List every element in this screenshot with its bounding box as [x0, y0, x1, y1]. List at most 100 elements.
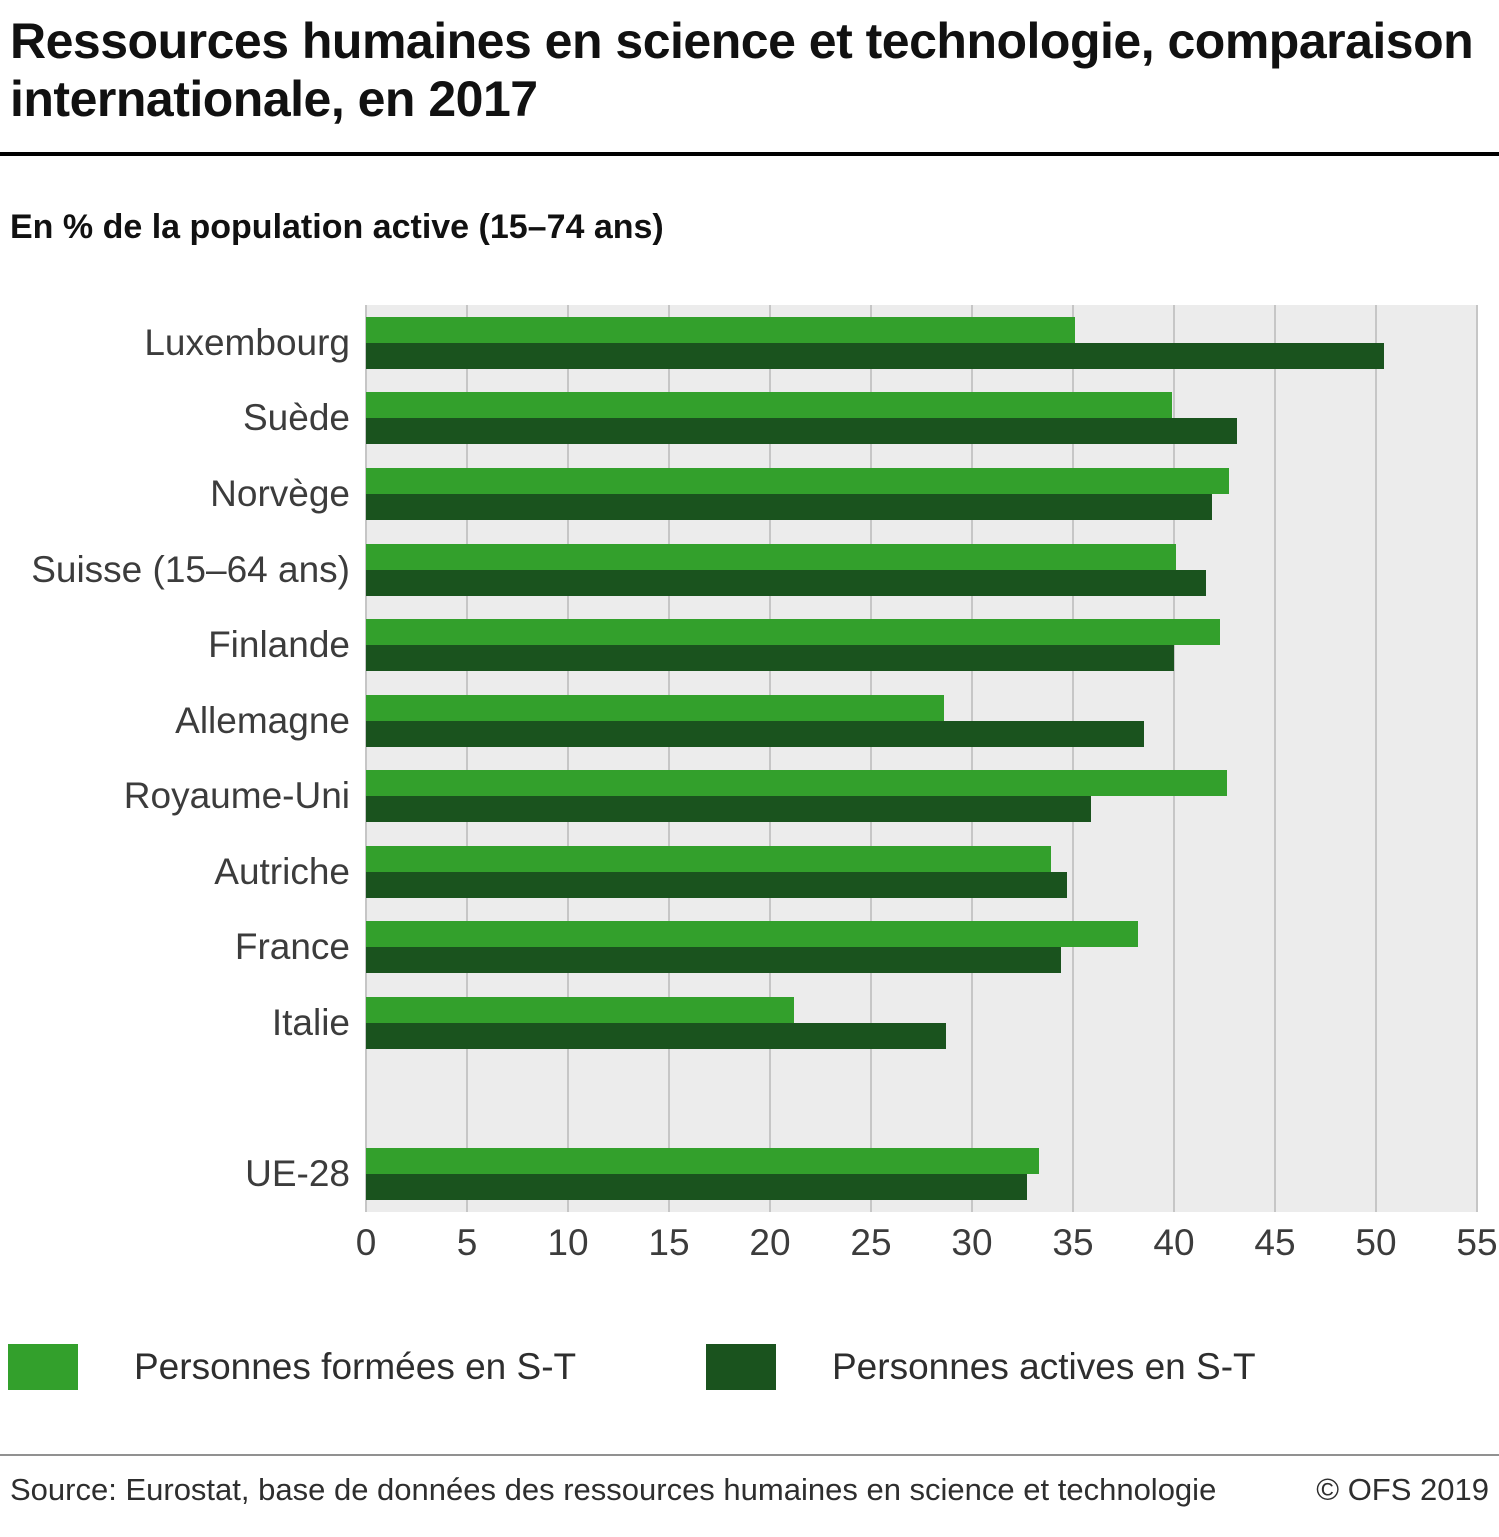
- legend-swatch: [8, 1344, 78, 1390]
- legend-item: Personnes formées en S-T: [8, 1344, 706, 1390]
- bar-chart: Luxembourg Suède Norvège Suisse (15–64 ans)…: [0, 305, 1499, 1270]
- bar-series-0: [366, 316, 1076, 343]
- chart-row: Italie: [0, 985, 1499, 1061]
- bar-group: [366, 619, 1477, 672]
- x-tick-label: 20: [749, 1222, 791, 1263]
- category-label: Suède: [243, 397, 350, 439]
- bar-series-0: [366, 996, 795, 1023]
- category-label: Royaume-Uni: [123, 775, 350, 817]
- bar-series-0: [366, 619, 1221, 646]
- copyright-text: © OFS 2019: [1316, 1472, 1489, 1507]
- legend-label: Personnes actives en S-T: [832, 1346, 1256, 1387]
- gridline: [1173, 305, 1175, 1212]
- x-tick-label: 45: [1254, 1222, 1296, 1263]
- bar-series-1: [366, 418, 1237, 445]
- chart-body: Luxembourg Suède Norvège Suisse (15–64 ans)…: [0, 305, 1499, 1212]
- footer: Source: Eurostat, base de données des re…: [0, 1456, 1499, 1508]
- x-axis: 0 5 10 15 20 25 30 35 40 45 50 55: [356, 1222, 1498, 1270]
- bar-group: [366, 316, 1477, 369]
- bar-series-1: [366, 493, 1213, 520]
- gridline: [668, 305, 670, 1212]
- chart-row: Finlande: [0, 607, 1499, 683]
- footer-divider: [0, 1454, 1499, 1456]
- bar-series-0: [366, 1148, 1039, 1175]
- bar-series-0: [366, 467, 1229, 494]
- legend: Personnes formées en S-T Personnes active…: [0, 1344, 1499, 1390]
- chart-title: Ressources humaines en science et techno…: [10, 13, 1474, 127]
- x-tick-label: 50: [1355, 1222, 1397, 1263]
- gridline: [365, 305, 367, 1212]
- bar-group: [366, 921, 1477, 974]
- bar-series-1: [366, 342, 1385, 369]
- bar-series-0: [366, 392, 1172, 419]
- category-label: Norvège: [210, 472, 350, 514]
- chart-row: Royaume-Uni: [0, 758, 1499, 834]
- category-label: France: [234, 926, 350, 968]
- chart-row: Autriche: [0, 834, 1499, 910]
- category-label: UE-28: [245, 1153, 350, 1195]
- gridline: [1072, 305, 1074, 1212]
- bar-series-1: [366, 720, 1144, 747]
- gridline: [769, 305, 771, 1212]
- bar-group: [366, 845, 1477, 898]
- gridline: [971, 305, 973, 1212]
- gridline: [870, 305, 872, 1212]
- legend-swatch: [706, 1344, 776, 1390]
- bar-group: [366, 996, 1477, 1049]
- legend-item: Personnes actives en S-T: [706, 1344, 1256, 1390]
- bar-series-1: [366, 947, 1061, 974]
- x-tick-label: 15: [648, 1222, 690, 1263]
- plot-background: [365, 305, 1478, 1212]
- chart-rows: Luxembourg Suède Norvège Suisse (15–64 ans)…: [0, 305, 1499, 1212]
- chart-row: UE-28: [0, 1136, 1499, 1212]
- chart-row: Norvège: [0, 456, 1499, 532]
- chart-row: France: [0, 910, 1499, 986]
- gridline: [1476, 305, 1478, 1212]
- x-tick-label: 55: [1456, 1222, 1498, 1263]
- gridline: [466, 305, 468, 1212]
- gridline: [1375, 305, 1377, 1212]
- source-text: Source: Eurostat, base de données des re…: [10, 1472, 1217, 1507]
- x-tick-label: 40: [1153, 1222, 1195, 1263]
- x-tick-label: 30: [951, 1222, 993, 1263]
- bar-group: [366, 694, 1477, 747]
- x-tick-label: 25: [850, 1222, 892, 1263]
- x-tick-label: 0: [355, 1222, 377, 1263]
- bar-group: [366, 467, 1477, 520]
- bar-group: [366, 770, 1477, 823]
- bar-series-0: [366, 694, 944, 721]
- bar-series-1: [366, 871, 1067, 898]
- category-label: Allemagne: [175, 699, 350, 741]
- bar-series-0: [366, 845, 1051, 872]
- bar-series-1: [366, 1174, 1027, 1201]
- legend-label: Personnes formées en S-T: [134, 1346, 577, 1387]
- bar-series-0: [366, 770, 1227, 797]
- bar-series-1: [366, 569, 1207, 596]
- category-label: Luxembourg: [144, 321, 350, 363]
- bar-series-1: [366, 796, 1092, 823]
- x-tick-label: 35: [1052, 1222, 1094, 1263]
- chart-row-spacer: [0, 1061, 1499, 1137]
- bar-group: [366, 1148, 1477, 1201]
- x-tick-label: 5: [456, 1222, 478, 1263]
- gridline: [1274, 305, 1276, 1212]
- bar-series-0: [366, 543, 1177, 570]
- title-divider: [0, 152, 1499, 156]
- chart-row: Allemagne: [0, 683, 1499, 759]
- bar-series-1: [366, 645, 1174, 672]
- chart-row: Suisse (15–64 ans): [0, 532, 1499, 608]
- category-label: Italie: [271, 1001, 350, 1043]
- axis-unit-label: En % de la population active (15–74 ans): [10, 208, 664, 246]
- gridline: [567, 305, 569, 1212]
- bar-group: [366, 392, 1477, 445]
- category-label: Suisse (15–64 ans): [31, 548, 350, 590]
- bar-series-0: [366, 921, 1138, 948]
- chart-row: Luxembourg: [0, 305, 1499, 381]
- category-label: Autriche: [214, 850, 350, 892]
- chart-row: Suède: [0, 381, 1499, 457]
- bar-series-1: [366, 1022, 946, 1049]
- category-label: Finlande: [208, 624, 350, 666]
- bar-group: [366, 543, 1477, 596]
- x-tick-label: 10: [547, 1222, 589, 1263]
